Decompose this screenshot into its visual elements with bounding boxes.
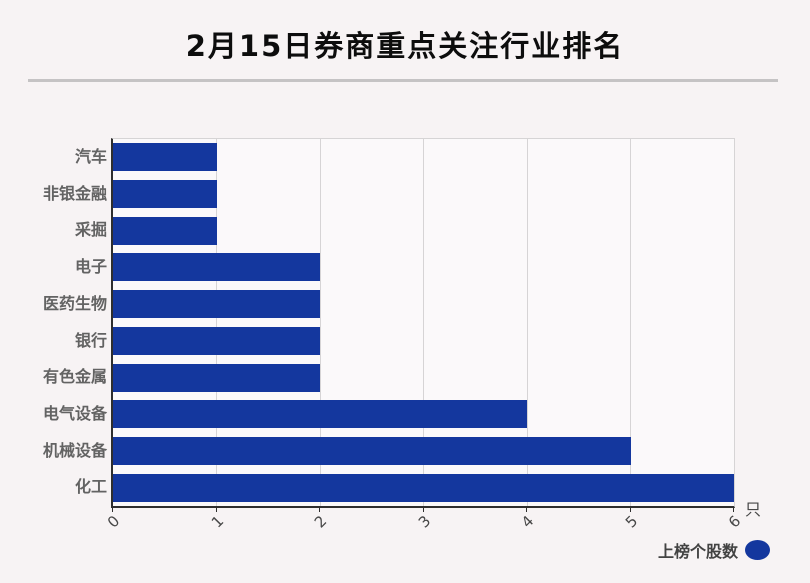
y-axis-label: 有色金属	[42, 367, 107, 387]
y-axis-label: 医药生物	[42, 293, 107, 313]
y-axis-label: 电子	[74, 257, 107, 277]
bar	[113, 400, 527, 429]
legend-label: 上榜个股数	[657, 542, 738, 561]
gridline	[630, 139, 631, 506]
x-tick-label: 6	[725, 512, 745, 532]
bar	[113, 363, 320, 392]
x-tick-mark	[319, 507, 320, 512]
x-tick-label: 2	[311, 512, 331, 532]
x-tick-mark	[733, 507, 734, 512]
x-tick-mark	[526, 507, 527, 512]
y-axis-label: 机械设备	[42, 440, 107, 460]
x-tick-label: 4	[518, 512, 538, 532]
legend: 上榜个股数	[0, 538, 770, 562]
bar	[113, 290, 320, 319]
y-axis-label: 化工	[74, 477, 107, 497]
title-divider	[28, 79, 778, 82]
y-axis-labels: 汽车非银金融采掘电子医药生物银行有色金属电气设备机械设备化工	[0, 139, 107, 506]
bar	[113, 326, 320, 355]
y-axis-label: 银行	[74, 330, 107, 350]
y-axis-label: 采掘	[74, 220, 107, 240]
x-tick-mark	[112, 507, 113, 512]
bar	[113, 180, 217, 209]
bar	[113, 143, 217, 172]
bar	[113, 253, 320, 282]
plot-area	[111, 138, 735, 508]
y-axis-label: 非银金融	[42, 183, 107, 203]
gridline	[423, 139, 424, 506]
x-tick-mark	[422, 507, 424, 512]
x-axis-unit-label: 只	[745, 500, 762, 519]
legend-marker-icon	[745, 540, 770, 560]
bar	[113, 473, 734, 502]
y-axis-label: 汽车	[74, 147, 107, 166]
bar	[113, 216, 217, 245]
gridline	[526, 139, 528, 506]
x-tick-label: 3	[414, 512, 435, 532]
y-axis-label: 电气设备	[42, 403, 107, 423]
bar	[113, 436, 631, 465]
gridline	[319, 139, 321, 506]
x-tick-label: 5	[621, 512, 642, 532]
x-tick-mark	[629, 507, 631, 512]
x-tick-label: 0	[104, 512, 124, 532]
gridline	[216, 139, 217, 506]
chart-title: 2月15日券商重点关注行业排名	[185, 29, 625, 63]
x-tick-mark	[215, 507, 217, 512]
x-tick-label: 1	[207, 512, 228, 532]
